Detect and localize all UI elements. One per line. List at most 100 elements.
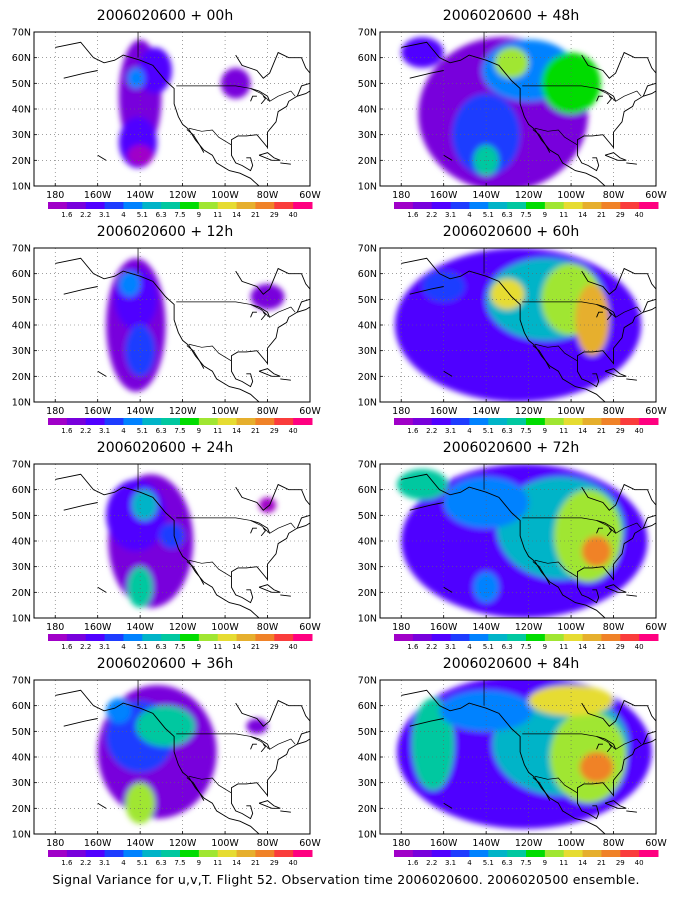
coastline	[576, 144, 600, 172]
lat-tick-label: 50N	[12, 727, 31, 738]
coastline	[258, 152, 281, 161]
lat-tick-label: 20N	[358, 156, 377, 167]
variance-blob	[118, 271, 141, 297]
colorbar-label: 7.5	[520, 211, 531, 219]
colorbar-label: 1.6	[61, 211, 73, 219]
colorbar: 1.6 2.2 3.1 4 5.1 6.3 7.5 9 11 14 21 29 40	[394, 418, 659, 435]
coastline	[626, 594, 637, 597]
colorbar-label: 3.1	[99, 643, 110, 651]
coastline	[250, 311, 257, 318]
border	[188, 127, 232, 146]
panel-48h: 2006020600 + 48h 70N 60N 50N 40N 30N 20N 10N 18…	[346, 6, 676, 221]
coastlines	[401, 248, 656, 402]
variance-blob	[125, 782, 156, 824]
coastlines	[401, 32, 656, 186]
colorbar-label: 5.1	[137, 643, 148, 651]
lon-tick-label: 140W	[472, 838, 500, 849]
lon-tick-label: 60W	[645, 406, 667, 417]
lat-tick-label: 30N	[12, 778, 31, 789]
lat-tick-label: 40N	[12, 753, 31, 764]
colorbar-label: 5.1	[483, 427, 494, 435]
colorbar-label: 9	[197, 643, 201, 651]
colorbar-label: 9	[197, 211, 201, 219]
coastline	[596, 88, 617, 102]
border	[522, 85, 642, 102]
figure-caption: Signal Variance for u,v,T. Flight 52. Ob…	[52, 872, 640, 887]
variance-field	[106, 258, 285, 392]
panel-24h: 2006020600 + 24h 70N 60N 50N 40N 30N 20N 10N 18…	[0, 438, 330, 653]
lat-tick-label: 20N	[358, 372, 377, 383]
colorbar-label: 21	[597, 211, 606, 219]
colorbar-label: 3.1	[445, 643, 456, 651]
coastline	[606, 527, 612, 537]
colorbar-swatch	[217, 850, 238, 857]
colorbar-swatch	[161, 850, 181, 857]
coastline	[401, 473, 606, 618]
coastline	[532, 129, 551, 153]
panel-title: 2006020600 + 84h	[442, 656, 580, 672]
lon-tick-label: 160W	[84, 190, 112, 201]
colorbar-label: 7.5	[174, 643, 185, 651]
colorbar-label: 9	[543, 643, 547, 651]
variance-blob	[127, 67, 145, 89]
colorbar: 1.6 2.2 3.1 4 5.1 6.3 7.5 9 11 14 21 29 40	[48, 634, 313, 651]
border	[522, 301, 642, 318]
colorbar-swatch	[274, 202, 294, 209]
lat-tick-label: 30N	[358, 562, 377, 573]
lon-tick-label: 100W	[557, 838, 585, 849]
colorbar-swatch	[236, 634, 256, 641]
colorbar-label: 21	[597, 643, 606, 651]
lat-tick-label: 30N	[12, 562, 31, 573]
variance-blob	[422, 271, 465, 302]
colorbar-label: 11	[559, 643, 568, 651]
colorbar-label: 14	[232, 859, 241, 867]
colorbar-label: 1.6	[61, 427, 73, 435]
colorbar-label: 3.1	[99, 211, 110, 219]
panel-title: 2006020600 + 00h	[96, 8, 234, 24]
lon-tick-label: 180	[46, 838, 64, 849]
variance-blob	[452, 93, 521, 176]
colorbar-swatch	[601, 202, 621, 209]
coastline	[576, 90, 656, 149]
lat-tick-label: 70N	[12, 28, 31, 39]
lon-tick-label: 80W	[603, 838, 625, 849]
variance-blob	[541, 52, 601, 115]
colorbar-label: 2.2	[426, 859, 437, 867]
lon-tick-label: 160W	[84, 622, 112, 633]
coastlines	[55, 32, 310, 186]
colorbar-label: 3.1	[445, 211, 456, 219]
lon-tick-label: 140W	[472, 190, 500, 201]
colorbar-swatch	[123, 634, 143, 641]
lat-tick-label: 10N	[12, 830, 31, 841]
lon-tick-label: 120W	[169, 838, 197, 849]
coastline	[258, 584, 281, 593]
lon-tick-label: 180	[46, 622, 64, 633]
lon-tick-label: 120W	[515, 190, 543, 201]
colorbar-label: 1.6	[61, 643, 73, 651]
coastline	[443, 154, 453, 161]
colorbar-label: 6.3	[502, 211, 513, 219]
variance-blob	[579, 751, 614, 783]
colorbar-swatch	[161, 202, 181, 209]
lat-tick-label: 60N	[358, 269, 377, 280]
lat-tick-label: 30N	[12, 346, 31, 357]
colorbar-label: 29	[270, 427, 279, 435]
coastline	[642, 82, 656, 97]
panel-84h: 2006020600 + 84h 70N 60N 50N 40N 30N 20N 10N 18…	[346, 654, 676, 869]
colorbar-swatch	[507, 850, 527, 857]
map-grid	[380, 32, 656, 186]
variance-field	[394, 248, 642, 402]
coastline	[97, 370, 107, 377]
lat-tick-label: 60N	[358, 485, 377, 496]
colorbar: 1.6 2.2 3.1 4 5.1 6.3 7.5 9 11 14 21 29 40	[394, 634, 659, 651]
colorbar-swatch	[582, 418, 602, 425]
colorbar-label: 1.6	[61, 859, 73, 867]
colorbar-swatch	[582, 202, 602, 209]
coastline	[63, 718, 98, 727]
colorbar: 1.6 2.2 3.1 4 5.1 6.3 7.5 9 11 14 21 29 40	[48, 202, 313, 219]
variance-map: 70N 60N 50N 40N 30N 20N 10N 180 160W 140W 120W 100W…	[358, 460, 668, 652]
coastline	[532, 345, 551, 369]
variance-blob	[127, 566, 153, 608]
coastline	[230, 522, 310, 581]
colorbar-swatch	[48, 202, 68, 209]
